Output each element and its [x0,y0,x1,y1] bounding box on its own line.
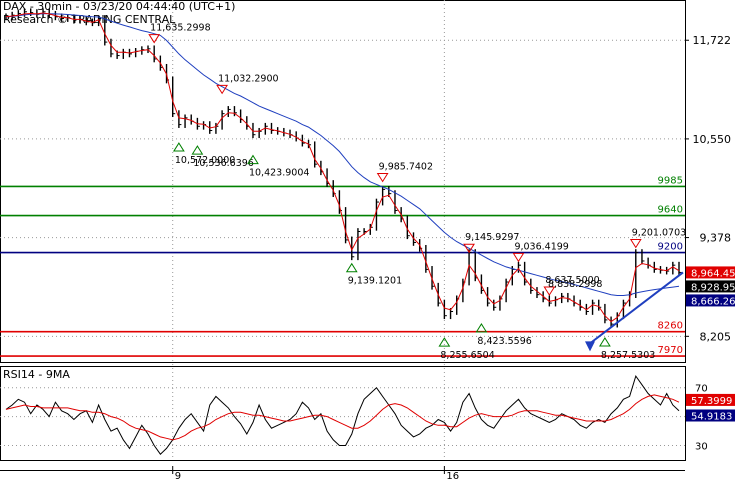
pivot-high-label: 8,637.5000 [545,275,599,286]
price-tick-label: 10,550 [693,133,732,146]
pivot-high-marker [543,286,556,296]
pivot-low-label: 8,423.5596 [477,336,531,347]
projection-arrow-line [589,271,684,345]
rsi-pane-frame [0,366,686,461]
pivot-high-marker [376,172,389,183]
pivot-high-label: 9,036.4199 [514,241,568,252]
level-label: 7970 [658,345,683,356]
pivot-high-label: 9,201.0703 [632,227,686,238]
rsi-tag-box [686,393,735,406]
price-tag-box [686,294,735,307]
pivot-low-marker [438,337,451,347]
rsi-tag-box [686,409,735,422]
chart-source: Research © TRADING CENTRAL [3,13,176,26]
pivot-high-marker [512,252,525,263]
price-tag-label: 8,666.26 [691,296,735,307]
price-tick-label: 9,378 [700,232,732,245]
pivot-low-marker [172,142,185,152]
rsi-title: RSI14 - 9MA [3,368,70,381]
price-tick-label: 8,205 [700,330,732,343]
time-tick-label: 16 [446,471,459,480]
time-tick-label: 9 [175,471,181,480]
price-tag-box [686,266,735,279]
pivot-low-label: 8,257.5303 [601,350,655,361]
level-label: 9200 [658,242,683,253]
pivot-low-marker [345,262,358,273]
rsi-ma-line [5,394,680,441]
pivot-high-label: 11,032.2900 [218,73,278,84]
pivot-low-label: 10,423.9004 [249,168,309,179]
pivot-low-label: 9,139.1201 [348,276,402,287]
level-label: 8260 [658,321,683,332]
chart-title: DAX - 30min - 03/23/20 04:44:40 (UTC+1) [3,0,236,13]
moving-average-line [5,13,680,296]
pivot-high-label: 9,145.9297 [465,232,519,243]
projection-arrow-head [585,341,595,352]
pivot-high-marker [463,243,475,254]
rsi-tick-label: 70 [695,384,708,395]
pivot-high-marker [148,34,161,44]
price-tag-box [686,280,735,293]
price-tag-label: 8,964.45 [691,268,735,279]
annotation-label: 8,838.2998 [548,279,602,290]
rsi-tag-label: 54.9183 [691,412,732,423]
pivot-high-label: 9,985.7402 [379,161,433,172]
moving-average-line [5,12,680,323]
pivot-high-label: 11,635.2998 [150,23,210,34]
pivot-low-label: 8,255.6504 [440,350,494,361]
pivot-low-marker [599,337,611,347]
pivot-high-marker [629,238,642,249]
pivot-high-marker [216,84,229,95]
price-pane-frame [0,0,686,363]
pivot-low-marker [191,145,204,155]
price-tick-label: 11,722 [693,34,732,47]
pivot-low-marker [247,154,259,165]
rsi-tick-label: 30 [695,442,708,453]
price-tag-label: 8,928.95 [691,282,735,293]
level-label: 9640 [658,205,683,216]
pivot-low-marker [475,323,488,333]
pivot-low-label: 10,572.0000 [175,155,235,166]
level-label: 9985 [658,175,683,186]
pivot-low-label: 10,536.6396 [193,158,253,169]
rsi-tag-label: 57.3999 [691,396,732,407]
